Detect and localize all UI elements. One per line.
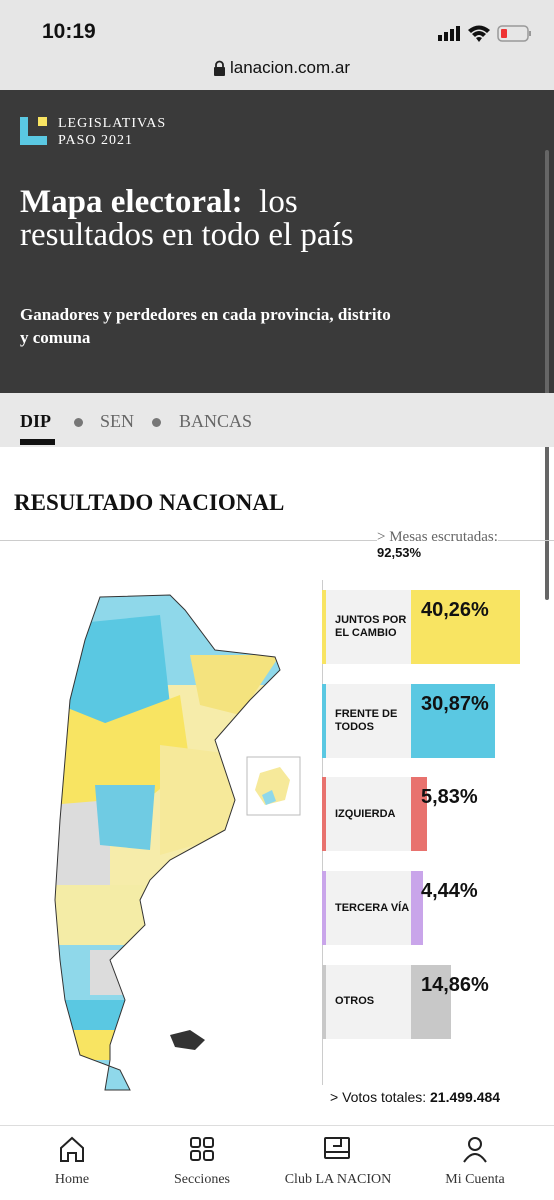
bar bbox=[411, 964, 452, 1039]
color-stripe bbox=[322, 590, 326, 664]
nav-item[interactable]: Secciones bbox=[174, 1172, 230, 1187]
value-label: 14,86% bbox=[421, 973, 489, 996]
tab[interactable]: BANCAS bbox=[179, 411, 253, 431]
section-title: RESULTADO NACIONAL bbox=[14, 490, 285, 515]
title: Mapa electoral: los resultados en todo e… bbox=[20, 186, 375, 252]
tabs bbox=[0, 393, 554, 447]
bar bbox=[411, 871, 424, 946]
tab-underline bbox=[20, 439, 55, 445]
category-label: JUNTOS POR EL CAMBIO bbox=[326, 590, 411, 664]
value-label: 40,26% bbox=[421, 599, 489, 621]
total-votes-label: > Votos totales: bbox=[330, 1089, 427, 1105]
kicker-line: LEGISLATIVAS bbox=[58, 116, 167, 131]
header bbox=[0, 90, 554, 393]
status-icons bbox=[438, 25, 531, 42]
divider bbox=[0, 540, 554, 541]
scrutiny-label: > Mesas escrutadas: bbox=[377, 529, 498, 546]
nav-icons bbox=[60, 1136, 487, 1163]
bar bbox=[411, 777, 427, 852]
status-time: 10:19 bbox=[42, 20, 96, 43]
kicker: LEGISLATIVAS PASO 2021 bbox=[58, 115, 166, 149]
scrutiny-value: 92,53% bbox=[377, 545, 422, 560]
color-stripe bbox=[322, 777, 326, 852]
total-votes: > Votos totales: 21.499.484 bbox=[330, 1089, 500, 1105]
logo bbox=[20, 117, 47, 145]
color-stripe bbox=[322, 871, 326, 946]
title-rest: los resultados en todo el país bbox=[20, 184, 354, 253]
color-stripe bbox=[322, 683, 326, 758]
map bbox=[54, 594, 301, 1091]
url[interactable]: lanacion.com.ar bbox=[230, 58, 351, 77]
category-label: TERCERA VÍA bbox=[326, 871, 411, 946]
color-stripe bbox=[322, 964, 326, 1039]
kicker-line: PASO 2021 bbox=[58, 133, 134, 148]
tab-active[interactable]: DIP bbox=[20, 411, 51, 431]
scrollbar bbox=[545, 150, 549, 600]
lock-icon bbox=[214, 60, 225, 76]
title-bold: Mapa electoral: bbox=[20, 184, 243, 220]
tab[interactable]: SEN bbox=[100, 411, 135, 431]
value-label: 30,87% bbox=[421, 692, 489, 715]
value-label: 4,44% bbox=[421, 880, 478, 903]
tab-dot bbox=[74, 418, 83, 427]
bottom-nav bbox=[0, 1125, 554, 1200]
nav-item[interactable]: Club LA NACION bbox=[284, 1172, 392, 1187]
bar bbox=[411, 683, 495, 758]
subtitle: Ganadores y perdedores en cada provincia… bbox=[20, 305, 391, 347]
total-votes-value: 21.499.484 bbox=[430, 1089, 501, 1105]
value-label: 5,83% bbox=[421, 786, 478, 809]
browser-chrome bbox=[0, 0, 554, 90]
bar bbox=[411, 590, 520, 664]
category-label: IZQUIERDA bbox=[326, 777, 411, 852]
nav-item[interactable]: Home bbox=[54, 1172, 90, 1187]
category-label: OTROS bbox=[326, 964, 411, 1039]
tab-dot bbox=[152, 418, 161, 427]
nav-item[interactable]: Mi Cuenta bbox=[445, 1172, 505, 1187]
category-label: FRENTE DE TODOS bbox=[326, 683, 411, 758]
